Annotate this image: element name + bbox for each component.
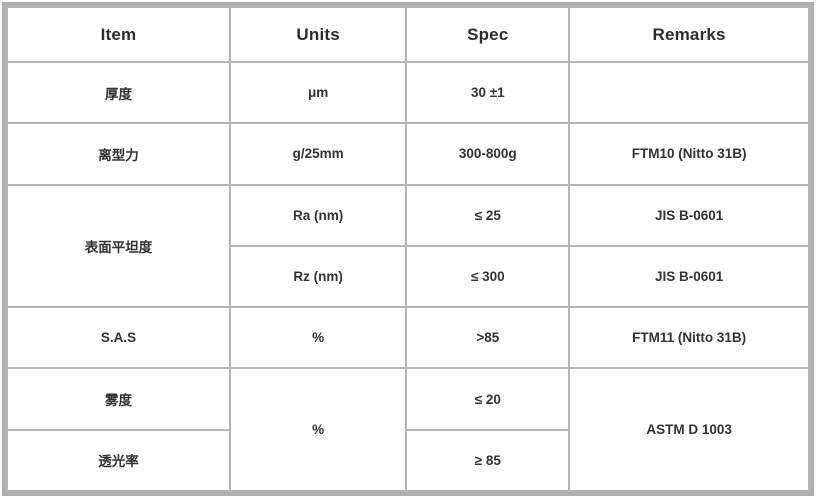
cell-haze-transmittance-units: % (228, 367, 408, 492)
cell-transmittance-spec: ≥ 85 (405, 428, 571, 493)
table-row-transmittance: 透光率 ≥ 85 (6, 428, 809, 493)
cell-surface-flatness-rz-spec: ≤ 300 (405, 244, 571, 309)
cell-surface-flatness-item: 表面平坦度 (6, 183, 231, 309)
cell-thickness-remarks (568, 60, 810, 125)
table-row-haze: 雾度 % ≤ 20 ASTM D 1003 (6, 367, 810, 492)
header-item: Item (6, 6, 231, 63)
header-remarks: Remarks (568, 6, 810, 63)
cell-haze-transmittance-remarks: ASTM D 1003 (568, 367, 810, 492)
table-row-thickness: 厚度 μm 30 ±1 (6, 60, 810, 125)
cell-release-force-remarks: FTM10 (Nitto 31B) (568, 122, 810, 186)
cell-sas-item: S.A.S (6, 306, 231, 370)
cell-thickness-spec: 30 ±1 (405, 60, 571, 125)
cell-surface-flatness-rz-units: Rz (nm) (228, 244, 408, 309)
table-header-row: Item Units Spec Remarks (6, 6, 810, 63)
spec-table: Item Units Spec Remarks 厚度 μm 30 ±1 离型力 … (6, 6, 810, 493)
cell-surface-flatness-ra-spec: ≤ 25 (405, 183, 571, 247)
cell-sas-units: % (228, 306, 408, 370)
cell-haze-item: 雾度 (6, 367, 231, 431)
cell-sas-remarks: FTM11 (Nitto 31B) (568, 306, 810, 370)
cell-haze-spec: ≤ 20 (405, 367, 571, 431)
table-row-release-force: 离型力 g/25mm 300-800g FTM10 (Nitto 31B) (6, 122, 810, 186)
cell-transmittance-item: 透光率 (6, 428, 231, 493)
cell-surface-flatness-ra-remarks: JIS B-0601 (568, 183, 810, 247)
cell-release-force-units: g/25mm (228, 122, 408, 186)
cell-surface-flatness-rz-remarks: JIS B-0601 (568, 244, 810, 309)
cell-thickness-item: 厚度 (6, 60, 231, 125)
cell-sas-spec: >85 (405, 306, 571, 370)
table-row-surface-flatness-ra: 表面平坦度 Ra (nm) ≤ 25 JIS B-0601 (6, 183, 810, 309)
cell-release-force-item: 离型力 (6, 122, 231, 186)
cell-surface-flatness-ra-units: Ra (nm) (228, 183, 408, 247)
table-row-sas: S.A.S % >85 FTM11 (Nitto 31B) (6, 306, 810, 370)
cell-release-force-spec: 300-800g (405, 122, 571, 186)
header-units: Units (228, 6, 408, 63)
table-row-surface-flatness-rz: Rz (nm) ≤ 300 JIS B-0601 (7, 244, 810, 309)
header-spec: Spec (405, 6, 571, 63)
cell-thickness-units: μm (228, 60, 408, 125)
